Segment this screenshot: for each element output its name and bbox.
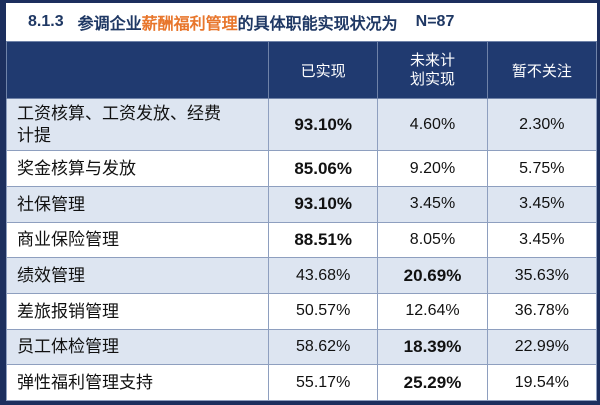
value-cell: 25.29%	[377, 364, 488, 401]
header-empty-cell	[6, 41, 269, 99]
title-post-text: 的具体职能实现状况为	[237, 16, 398, 33]
value-cell: 93.10%	[267, 186, 379, 223]
row-label: 社保管理	[6, 186, 269, 223]
header-planned-label: 未来计划实现	[409, 51, 455, 89]
value-cell: 20.69%	[377, 257, 488, 295]
results-table: 已实现 未来计划实现 暂不关注 工资核算、工资发放、经费计提 93.10% 4.60…	[6, 41, 598, 401]
row-label: 工资核算、工资发放、经费计提	[6, 97, 269, 152]
value-cell: 5.75%	[486, 150, 598, 188]
value-cell: 55.17%	[267, 364, 379, 401]
table-row: 绩效管理 43.68% 20.69% 35.63%	[6, 257, 598, 295]
title-highlight-text: 薪酬福利管理	[141, 16, 238, 33]
value-cell: 19.54%	[486, 364, 598, 401]
row-label: 绩效管理	[6, 257, 269, 295]
table-row: 员工体检管理 58.62% 18.39% 22.99%	[6, 328, 598, 366]
value-cell: 85.06%	[267, 150, 379, 188]
header-planned: 未来计划实现	[377, 41, 488, 99]
value-cell: 3.45%	[486, 221, 598, 259]
value-cell: 50.57%	[267, 293, 379, 330]
value-cell: 4.60%	[377, 97, 488, 152]
table-row: 差旅报销管理 50.57% 12.64% 36.78%	[6, 293, 598, 330]
value-cell: 93.10%	[267, 97, 379, 152]
table-row: 商业保险管理 88.51% 8.05% 3.45%	[6, 221, 598, 259]
value-cell: 22.99%	[486, 328, 598, 366]
value-cell: 8.05%	[377, 221, 488, 259]
title-pre-text: 参调企业	[77, 16, 142, 33]
table-body: 工资核算、工资发放、经费计提 93.10% 4.60% 2.30% 奖金核算与发放 85.…	[6, 97, 598, 401]
sample-size-label: N=87	[415, 13, 455, 30]
table-row: 奖金核算与发放 85.06% 9.20% 5.75%	[6, 150, 598, 188]
header-not-concerned: 暂不关注	[486, 41, 598, 99]
value-cell: 58.62%	[267, 328, 379, 366]
header-implemented-label: 已实现	[300, 62, 346, 80]
page-title: 8.1.3 参调企业 薪酬福利管理 的具体职能实现状况为 N=87	[6, 3, 597, 41]
table-row: 社保管理 93.10% 3.45% 3.45%	[6, 186, 598, 223]
table-row: 弹性福利管理支持 55.17% 25.29% 19.54%	[6, 364, 598, 401]
row-label: 商业保险管理	[6, 221, 269, 259]
title-number: 8.1.3	[28, 13, 64, 30]
value-cell: 36.78%	[486, 293, 598, 330]
value-cell: 43.68%	[267, 257, 379, 295]
value-cell: 3.45%	[377, 186, 488, 223]
table-header-row: 已实现 未来计划实现 暂不关注	[6, 41, 598, 99]
row-label: 员工体检管理	[6, 328, 269, 366]
row-label: 奖金核算与发放	[6, 150, 269, 188]
value-cell: 3.45%	[486, 186, 598, 223]
row-label: 差旅报销管理	[6, 293, 269, 330]
results-table-container: 已实现 未来计划实现 暂不关注 工资核算、工资发放、经费计提 93.10% 4.60…	[6, 41, 598, 401]
value-cell: 88.51%	[267, 221, 379, 259]
header-implemented: 已实现	[267, 41, 379, 99]
value-cell: 2.30%	[486, 97, 598, 152]
value-cell: 18.39%	[377, 328, 488, 366]
table-row: 工资核算、工资发放、经费计提 93.10% 4.60% 2.30%	[6, 97, 598, 152]
value-cell: 12.64%	[377, 293, 488, 330]
row-label: 弹性福利管理支持	[6, 364, 269, 401]
value-cell: 9.20%	[377, 150, 488, 188]
header-not-concerned-label: 暂不关注	[511, 62, 572, 80]
value-cell: 35.63%	[486, 257, 598, 295]
